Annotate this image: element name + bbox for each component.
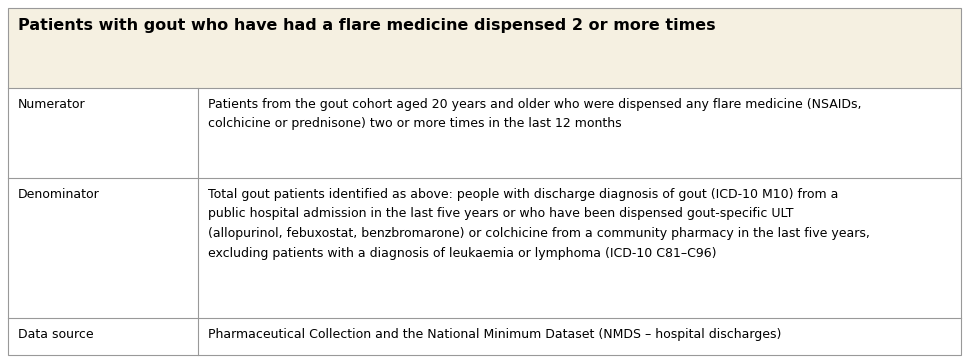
Text: Data source: Data source — [18, 328, 94, 341]
Text: Patients with gout who have had a flare medicine dispensed 2 or more times: Patients with gout who have had a flare … — [18, 18, 716, 33]
Bar — [8, 8, 961, 88]
Bar — [8, 88, 961, 355]
Text: Total gout patients identified as above: people with discharge diagnosis of gout: Total gout patients identified as above:… — [208, 188, 870, 260]
Text: Numerator: Numerator — [18, 98, 85, 111]
Text: Denominator: Denominator — [18, 188, 100, 201]
Text: Patients from the gout cohort aged 20 years and older who were dispensed any fla: Patients from the gout cohort aged 20 ye… — [208, 98, 861, 131]
Text: Pharmaceutical Collection and the National Minimum Dataset (NMDS – hospital disc: Pharmaceutical Collection and the Nation… — [208, 328, 781, 341]
